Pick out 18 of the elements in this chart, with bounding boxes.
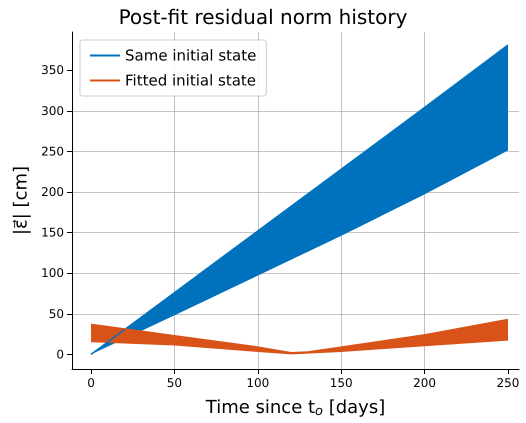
x-tick-label: 250 [496, 376, 520, 390]
chart-title: Post-fit residual norm history [118, 5, 408, 29]
x-tick-label: 50 [166, 376, 182, 390]
y-tick-label: 350 [41, 63, 64, 78]
y-tick-label: 100 [41, 266, 64, 280]
y-tick-label: 300 [41, 104, 64, 118]
legend-label: Same initial state [125, 46, 256, 64]
legend-label: Fitted initial state [125, 72, 256, 90]
x-tick-label: 200 [413, 376, 436, 390]
y-tick-label: 150 [41, 226, 64, 240]
y-tick-label: 0 [56, 347, 64, 362]
x-tick-label: 0 [87, 376, 95, 390]
x-tick-label: 150 [330, 376, 353, 390]
y-tick-label: 250 [41, 144, 64, 158]
y-axis-title: |ε⃗| [cm] [10, 166, 32, 236]
x-tick-label: 100 [246, 376, 270, 390]
y-tick-label: 200 [41, 184, 64, 199]
y-tick-label: 50 [48, 306, 64, 321]
